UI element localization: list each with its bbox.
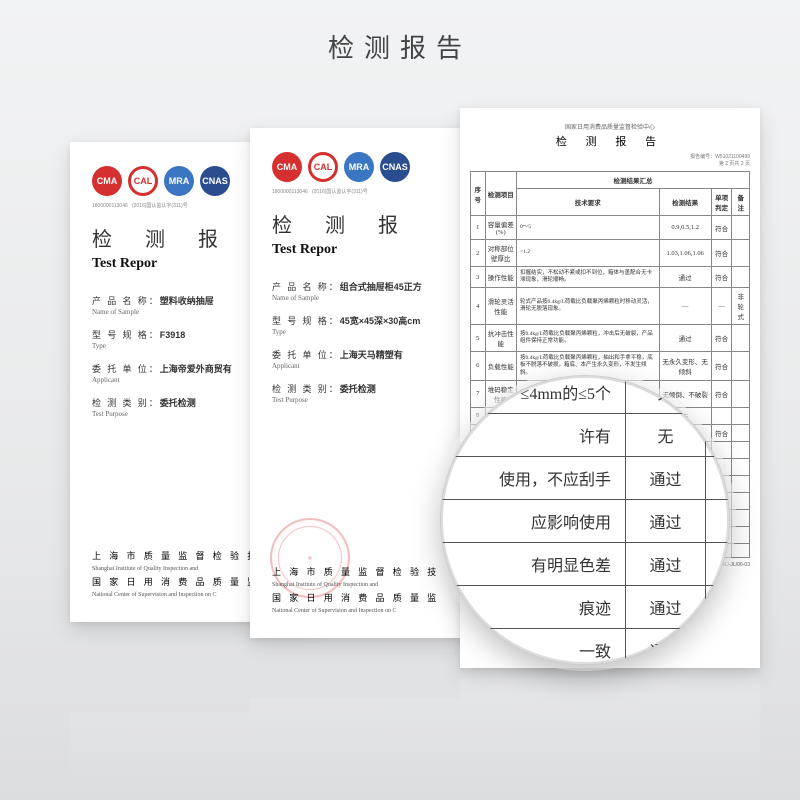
cal-logo: CAL <box>128 166 158 196</box>
floor-reflection <box>0 670 800 800</box>
table-row: 许有无符合 <box>440 414 730 457</box>
table-row: 3操作性能扣握结实，不松动不紧或扣不到位，箱体与盖配合无卡滞现象，滑轮顺畅。通过… <box>471 267 750 288</box>
table-row: 5抗冲击性能按0.4kg/L荷载比负载聚丙烯颗粒，冲击后无破裂，产品组件保持正常… <box>471 325 750 352</box>
magnifier-lens: ≤4mm的≤5个无许有无符合使用，不应刮手通过应影响使用通过有明显色差通过痕迹通… <box>440 375 730 665</box>
mra-logo: MRA <box>164 166 194 196</box>
cal-logo: CAL <box>308 152 338 182</box>
field-row: 委 托 单 位：上海天马精塑有Applicant <box>272 348 488 370</box>
table-title: 检 测 报 告 <box>470 133 750 149</box>
cma-logo: CMA <box>92 166 122 196</box>
page-title: 检测报告 <box>0 0 800 65</box>
table-row: 1容量偏差(%)0～50.9,0.5,1.2符合 <box>471 216 750 240</box>
table-row: 一致通过 <box>440 629 730 666</box>
table-row: 使用，不应刮手通过 <box>440 457 730 500</box>
org-header: 国家日用消费品质量监督检验中心 <box>470 122 750 131</box>
field-row: 产 品 名 称：组合式抽屉柜45正方Name of Sample <box>272 280 488 302</box>
table-row: ≤4mm的≤5个无 <box>440 375 730 414</box>
table-row: 痕迹通过 <box>440 586 730 629</box>
table-row: 有明显色差通过 <box>440 543 730 586</box>
table-row: 4滑轮灵活性能轮式产品按0.4kg/L荷载比负载聚丙烯颗粒时移动灵活，滑轮无脱落… <box>471 288 750 325</box>
report-title-en: Test Repor <box>272 242 488 258</box>
cnas-logo: CNAS <box>200 166 230 196</box>
magnified-table: ≤4mm的≤5个无许有无符合使用，不应刮手通过应影响使用通过有明显色差通过痕迹通… <box>440 375 730 665</box>
table-row: 应影响使用通过 <box>440 500 730 543</box>
mra-logo: MRA <box>344 152 374 182</box>
cma-logo: CMA <box>272 152 302 182</box>
table-meta: 报告编号：W51021100499 第 2 页共 2 页 <box>470 153 750 167</box>
cert-logos: CMA CAL MRA CNAS <box>272 152 488 182</box>
field-row: 型 号 规 格：45宽×45深×30高cmType <box>272 314 488 336</box>
table-row: 2对称部位壁厚比<1.21.03,1.06,1.06符合 <box>471 240 750 267</box>
logo-subtext: 1800000113046 (2016)国认监认字(311)号 <box>272 188 488 195</box>
cnas-logo: CNAS <box>380 152 410 182</box>
report-title-cn: 检 测 报 <box>272 209 488 238</box>
